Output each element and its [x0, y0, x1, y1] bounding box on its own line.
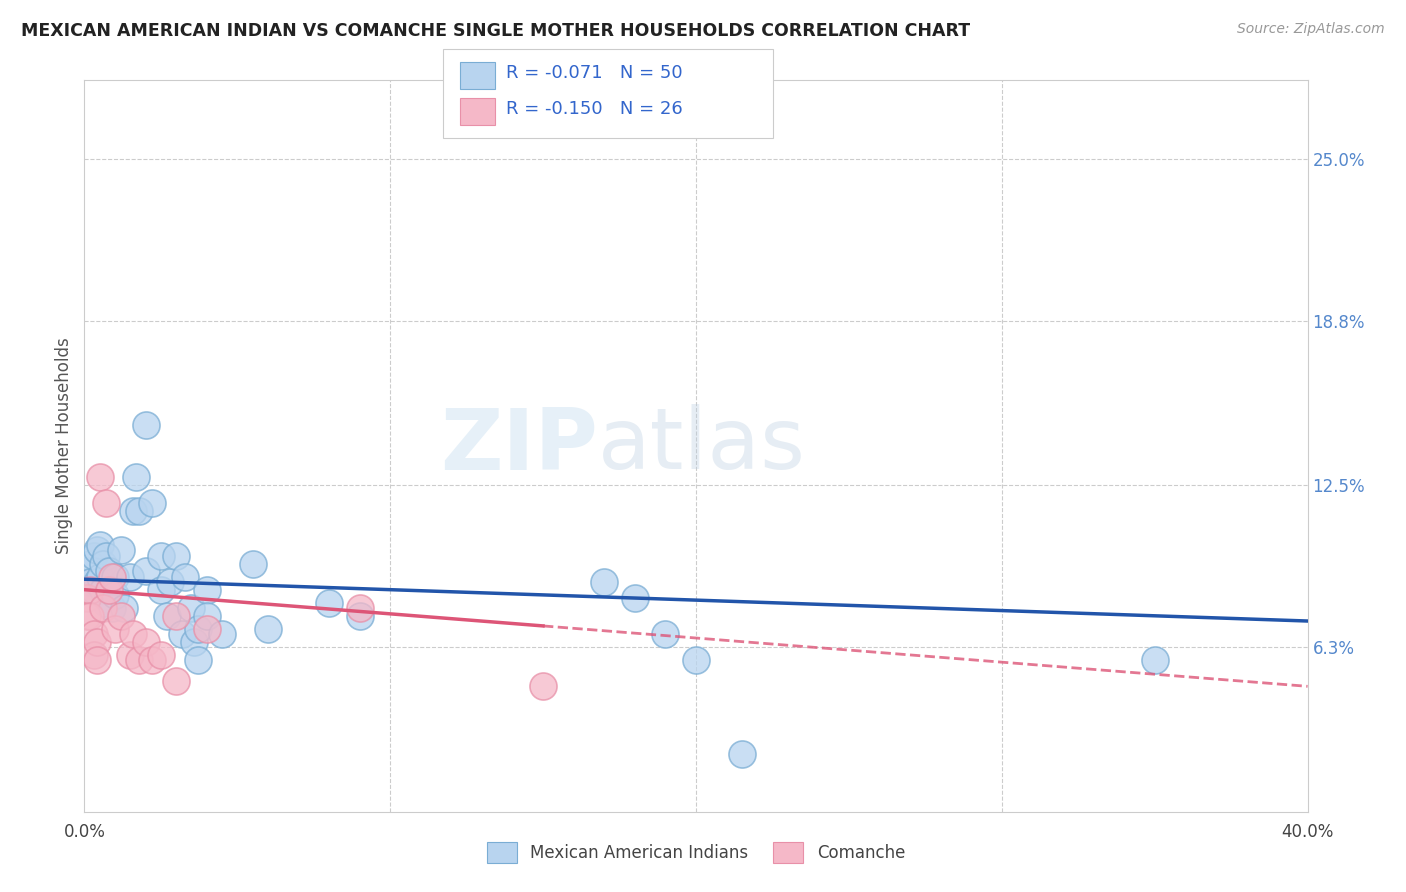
Point [83, 582, 105, 597]
Point [89, 569, 111, 583]
Point [172, 627, 194, 641]
Point [89, 538, 111, 552]
Point [101, 569, 124, 583]
Point [120, 569, 142, 583]
Point [110, 608, 132, 623]
Point [242, 557, 264, 571]
Point [104, 569, 127, 583]
Point [165, 608, 187, 623]
Text: ZIP: ZIP [440, 404, 598, 488]
Text: Source: ZipAtlas.com: Source: ZipAtlas.com [1237, 22, 1385, 37]
Point [94, 596, 117, 610]
Point [141, 496, 163, 510]
Point [76, 565, 98, 579]
Point [104, 622, 127, 636]
Point [86, 543, 108, 558]
Point [593, 574, 616, 589]
Point [86, 574, 108, 589]
Point [1143, 653, 1166, 667]
Point [122, 504, 145, 518]
Point [685, 653, 707, 667]
Point [186, 622, 208, 636]
Point [183, 635, 205, 649]
Point [531, 679, 554, 693]
Point [86, 635, 108, 649]
Text: MEXICAN AMERICAN INDIAN VS COMANCHE SINGLE MOTHER HOUSEHOLDS CORRELATION CHART: MEXICAN AMERICAN INDIAN VS COMANCHE SING… [21, 22, 970, 40]
Point [86, 653, 108, 667]
Point [165, 549, 187, 563]
Point [149, 582, 172, 597]
Point [128, 653, 150, 667]
Point [731, 747, 754, 762]
Point [83, 627, 105, 641]
Point [195, 582, 218, 597]
Legend: Mexican American Indians, Comanche: Mexican American Indians, Comanche [481, 836, 911, 869]
Point [94, 549, 117, 563]
Point [83, 648, 105, 662]
Point [135, 418, 157, 433]
Point [149, 549, 172, 563]
Point [79, 582, 101, 597]
Point [165, 674, 187, 689]
Point [112, 601, 135, 615]
Point [122, 627, 145, 641]
Point [104, 588, 127, 602]
Point [349, 608, 371, 623]
Point [76, 591, 98, 605]
Point [174, 569, 197, 583]
Point [318, 596, 340, 610]
Point [79, 557, 101, 571]
Text: R = -0.071   N = 50: R = -0.071 N = 50 [506, 64, 683, 82]
Point [624, 591, 647, 605]
Point [125, 470, 148, 484]
Point [211, 627, 233, 641]
Point [195, 608, 218, 623]
Point [91, 582, 114, 597]
Point [186, 653, 208, 667]
Point [257, 622, 280, 636]
Point [94, 496, 117, 510]
Point [79, 574, 101, 589]
Point [195, 622, 218, 636]
Point [180, 601, 202, 615]
Point [159, 574, 181, 589]
Point [79, 608, 101, 623]
Point [76, 608, 98, 623]
Point [91, 601, 114, 615]
Text: atlas: atlas [598, 404, 806, 488]
Point [654, 627, 676, 641]
Point [89, 470, 111, 484]
Point [128, 504, 150, 518]
Point [141, 653, 163, 667]
Point [135, 635, 157, 649]
Point [149, 648, 172, 662]
Text: R = -0.150   N = 26: R = -0.150 N = 26 [506, 100, 683, 118]
Point [101, 601, 124, 615]
Point [83, 549, 105, 563]
Point [110, 543, 132, 558]
Point [135, 565, 157, 579]
Point [97, 582, 120, 597]
Point [156, 608, 179, 623]
Point [120, 648, 142, 662]
Y-axis label: Single Mother Households: Single Mother Households [55, 338, 73, 554]
Point [97, 565, 120, 579]
Point [91, 557, 114, 571]
Point [349, 601, 371, 615]
